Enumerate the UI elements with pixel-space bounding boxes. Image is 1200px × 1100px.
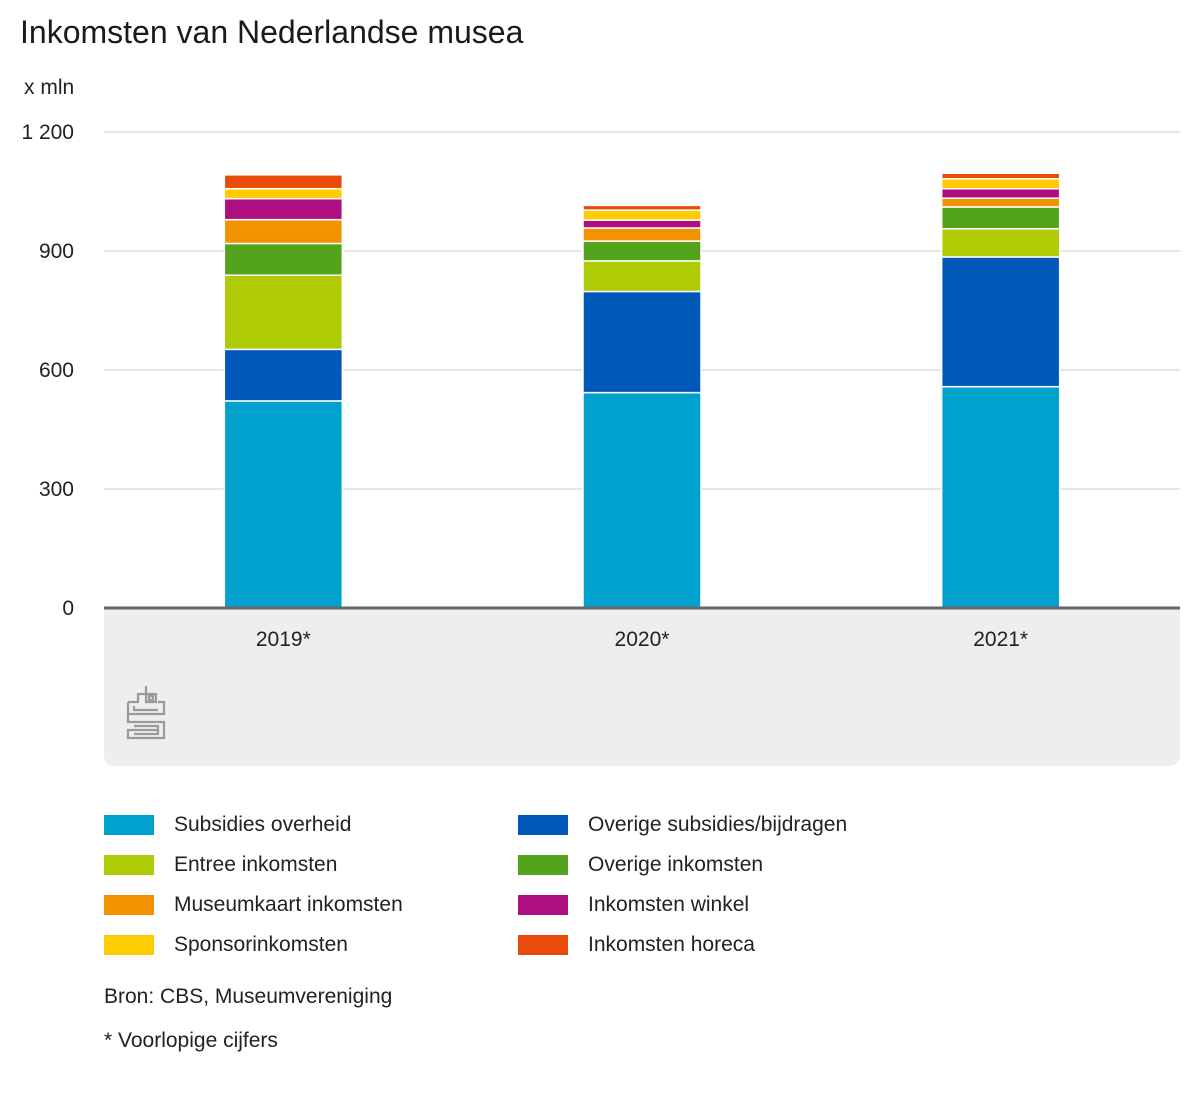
legend-label: Entree inkomsten — [174, 853, 338, 876]
bar-segment — [582, 209, 702, 221]
bar-segment — [582, 219, 702, 229]
bar-segment — [582, 290, 702, 394]
legend-swatch — [518, 935, 568, 955]
y-axis-unit-label: x mln — [24, 76, 75, 99]
legend-item: Overige inkomsten — [518, 850, 763, 880]
bar-segment — [940, 197, 1061, 208]
bar-segment — [223, 218, 344, 245]
bar-segment — [582, 391, 702, 609]
legend-label: Overige subsidies/bijdragen — [588, 813, 848, 836]
legend-swatch — [104, 895, 154, 915]
x-tick-label: 2020* — [615, 628, 670, 651]
provisional-note: * Voorlopige cijfers — [104, 1029, 278, 1052]
legend-label: Inkomsten winkel — [588, 893, 750, 916]
bar-segment — [582, 240, 702, 262]
bar-segment — [940, 256, 1061, 388]
y-tick-label: 900 — [39, 240, 74, 263]
bar-segment — [223, 274, 344, 351]
bar-segment — [223, 400, 344, 609]
legend-swatch — [104, 855, 154, 875]
y-tick-label: 0 — [62, 597, 74, 620]
source-note: Bron: CBS, Museumvereniging — [104, 985, 393, 1008]
bar-segment — [940, 187, 1061, 199]
legend-swatch — [518, 855, 568, 875]
legend-label: Museumkaart inkomsten — [174, 893, 403, 916]
legend-item: Inkomsten horeca — [518, 930, 755, 960]
bar-segment — [940, 178, 1061, 190]
legend-item: Overige subsidies/bijdragen — [518, 810, 847, 840]
stacked-bar-chart: 0 300 600 900 1 200 2019* 2020* 2021* — [21, 121, 1180, 651]
y-tick-label: 600 — [39, 359, 74, 382]
legend-swatch — [104, 935, 154, 955]
legend-swatch — [518, 815, 568, 835]
bar-segment — [223, 242, 344, 276]
bar-segment — [223, 348, 344, 402]
chart-title: Inkomsten van Nederlandse musea — [20, 14, 524, 50]
x-tick-label: 2021* — [973, 628, 1028, 651]
legend-label: Inkomsten horeca — [588, 933, 755, 956]
x-tick-label: 2019* — [256, 628, 311, 651]
legend-swatch — [518, 895, 568, 915]
legend-swatch — [104, 815, 154, 835]
legend-label: Overige inkomsten — [588, 853, 764, 876]
bar-segment — [940, 385, 1061, 609]
legend-item: Inkomsten winkel — [518, 890, 749, 920]
bar-segment — [940, 172, 1061, 180]
bar-segment — [940, 206, 1061, 230]
bar-segment — [223, 187, 344, 200]
x-axis-area-background — [104, 608, 1180, 766]
y-tick-label: 300 — [39, 478, 74, 501]
bar-segment — [223, 174, 344, 190]
bar-segment — [582, 227, 702, 242]
bar-segment — [223, 197, 344, 221]
legend-label: Subsidies overheid — [174, 813, 352, 836]
y-tick-label: 1 200 — [21, 121, 74, 144]
legend-item: Entree inkomsten — [104, 850, 337, 880]
legend-item: Sponsorinkomsten — [104, 930, 348, 960]
cbs-logo-icon — [126, 686, 166, 740]
legend-item: Museumkaart inkomsten — [104, 890, 403, 920]
bar-segment — [940, 228, 1061, 258]
legend-item: Subsidies overheid — [104, 810, 351, 840]
legend-label: Sponsorinkomsten — [174, 933, 348, 956]
bar-segment — [582, 204, 702, 211]
bar-segment — [582, 260, 702, 293]
